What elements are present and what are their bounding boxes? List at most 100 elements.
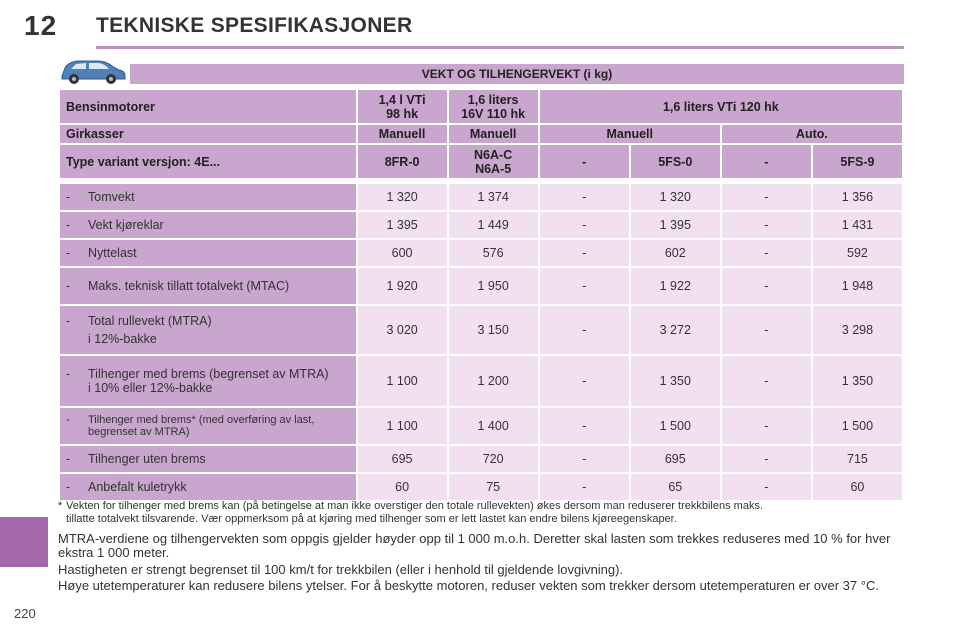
row-label: - Nyttelast	[60, 240, 356, 266]
row-label: - Tilhenger med brems* (med overføring av…	[60, 408, 356, 444]
gearbox-2: Manuell	[448, 125, 538, 143]
gearbox-label: Girkasser	[60, 125, 356, 143]
cell: 1 948	[812, 268, 902, 304]
cell: 602	[630, 240, 720, 266]
cell: 1 500	[812, 408, 902, 444]
cell: 3 150	[448, 306, 538, 354]
variant-2: N6A-C N6A-5	[448, 145, 538, 178]
gearbox-3: Manuell	[539, 125, 720, 143]
cell: -	[539, 240, 629, 266]
gearbox-1: Manuell	[357, 125, 447, 143]
car-icon	[61, 60, 126, 84]
cell: -	[539, 446, 629, 472]
title-divider	[96, 46, 904, 49]
gearbox-header-row: Girkasser Manuell Manuell Manuell Auto.	[60, 125, 902, 143]
cell: 720	[448, 446, 538, 472]
cell: 3 298	[812, 306, 902, 354]
row-label: - Tilhenger uten brems	[60, 446, 356, 472]
table-row: - Tilhenger uten brems 695 720 - 695 - 71…	[60, 446, 902, 472]
cell: -	[721, 268, 811, 304]
engine-2: 1,6 liters 16V 110 hk	[448, 90, 538, 123]
row-label: - Vekt kjøreklar	[60, 212, 356, 238]
table-row: - Tilhenger med brems (begrenset av MTRA)…	[60, 356, 902, 406]
paragraph-temperature: Høye utetemperaturer kan redusere bilens…	[58, 578, 879, 593]
cell: -	[539, 306, 629, 354]
row-label: - Anbefalt kuletrykk	[60, 474, 356, 500]
table-row: - Tomvekt 1 320 1 374 - 1 320 - 1 356	[60, 184, 902, 210]
cell: 3 020	[357, 306, 447, 354]
cell: 1 431	[812, 212, 902, 238]
table-row: - Total rullevekt (MTRA) i 12%-bakke 3 020…	[60, 306, 902, 354]
engine-header-row: Bensinmotorer 1,4 l VTi 98 hk 1,6 liters 1…	[60, 90, 902, 123]
engine-label: Bensinmotorer	[60, 90, 356, 123]
row-label: - Tilhenger med brems (begrenset av MTRA)…	[60, 356, 356, 406]
variant-header-row: Type variant versjon: 4E... 8FR-0 N6A-C N…	[60, 145, 902, 178]
variant-6: 5FS-9	[812, 145, 902, 178]
cell: 1 100	[357, 408, 447, 444]
cell: 1 449	[448, 212, 538, 238]
weight-spec-table: Bensinmotorer 1,4 l VTi 98 hk 1,6 liters 1…	[58, 88, 904, 502]
table-row: - Vekt kjøreklar 1 395 1 449 - 1 395 - 1 …	[60, 212, 902, 238]
engine-3: 1,6 liters VTi 120 hk	[539, 90, 902, 123]
cell: 600	[357, 240, 447, 266]
cell: 60	[357, 474, 447, 500]
variant-1: 8FR-0	[357, 145, 447, 178]
page-title: TEKNISKE SPESIFIKASJONER	[96, 14, 413, 37]
cell: 1 320	[357, 184, 447, 210]
cell: 1 395	[357, 212, 447, 238]
page-number: 220	[14, 606, 36, 621]
row-label: - Maks. teknisk tillatt totalvekt (MTAC)	[60, 268, 356, 304]
cell: 1 100	[357, 356, 447, 406]
cell: -	[721, 212, 811, 238]
cell: 60	[812, 474, 902, 500]
row-label: - Tomvekt	[60, 184, 356, 210]
chapter-side-tab	[0, 517, 48, 567]
cell: 695	[630, 446, 720, 472]
cell: -	[721, 240, 811, 266]
cell: -	[539, 268, 629, 304]
variant-4: 5FS-0	[630, 145, 720, 178]
cell: -	[539, 408, 629, 444]
section-band: VEKT OG TILHENGERVEKT (i kg)	[130, 64, 904, 84]
cell: 1 374	[448, 184, 538, 210]
cell: -	[721, 474, 811, 500]
cell: 1 356	[812, 184, 902, 210]
cell: 65	[630, 474, 720, 500]
chapter-number: 12	[24, 10, 58, 41]
gearbox-4: Auto.	[721, 125, 902, 143]
cell: -	[539, 356, 629, 406]
cell: 695	[357, 446, 447, 472]
cell: -	[721, 306, 811, 354]
cell: 1 920	[357, 268, 447, 304]
cell: 1 350	[630, 356, 720, 406]
cell: 1 395	[630, 212, 720, 238]
cell: -	[539, 474, 629, 500]
cell: 1 400	[448, 408, 538, 444]
cell: -	[721, 184, 811, 210]
table-row: - Maks. teknisk tillatt totalvekt (MTAC) …	[60, 268, 902, 304]
cell: 1 500	[630, 408, 720, 444]
table-row: - Nyttelast 600 576 - 602 - 592	[60, 240, 902, 266]
cell: 1 200	[448, 356, 538, 406]
cell: -	[539, 184, 629, 210]
footnote: * Vekten for tilhenger med brems kan (på …	[58, 500, 763, 525]
cell: 1 350	[812, 356, 902, 406]
cell: 576	[448, 240, 538, 266]
table-row: - Anbefalt kuletrykk 60 75 - 65 - 60	[60, 474, 902, 500]
paragraph-speed: Hastigheten er strengt begrenset til 100…	[58, 562, 624, 577]
cell: 3 272	[630, 306, 720, 354]
paragraph-altitude: MTRA-verdiene og tilhengervekten som opp…	[58, 531, 891, 560]
cell: 715	[812, 446, 902, 472]
cell: 592	[812, 240, 902, 266]
cell: -	[721, 356, 811, 406]
row-label: - Total rullevekt (MTRA) i 12%-bakke	[60, 306, 356, 354]
cell: 75	[448, 474, 538, 500]
table-row: - Tilhenger med brems* (med overføring av…	[60, 408, 902, 444]
cell: -	[721, 408, 811, 444]
variant-5: -	[721, 145, 811, 178]
cell: 1 922	[630, 268, 720, 304]
variant-3: -	[539, 145, 629, 178]
cell: -	[539, 212, 629, 238]
cell: 1 320	[630, 184, 720, 210]
variant-label: Type variant versjon: 4E...	[60, 145, 356, 178]
